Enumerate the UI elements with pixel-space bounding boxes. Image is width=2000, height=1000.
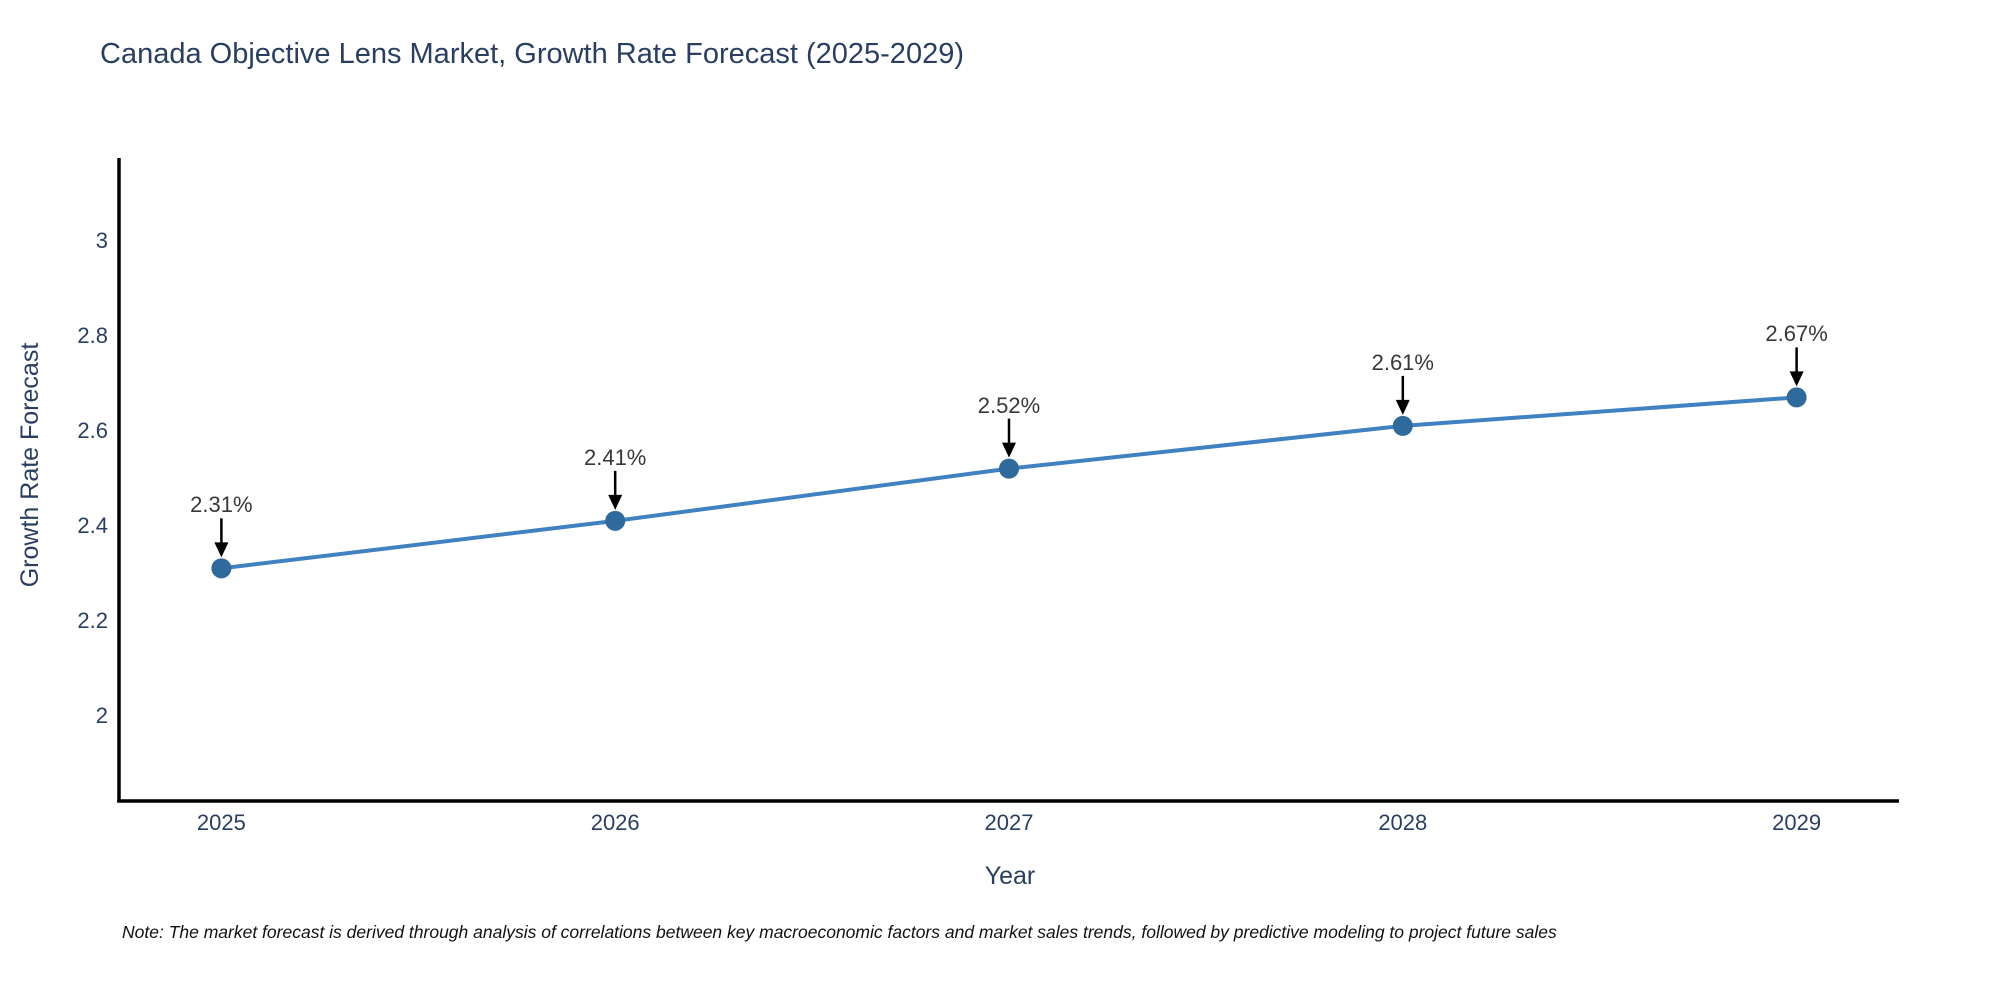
annotation-label: 2.61% [1371, 349, 1434, 375]
data-point-marker [605, 510, 626, 531]
y-tick-label: 2.8 [77, 322, 108, 348]
annotation-arrow-head [1789, 371, 1804, 387]
x-tick-label: 2029 [1772, 810, 1822, 835]
x-axis-title: Year [984, 862, 1036, 890]
y-tick-label: 2.4 [77, 512, 108, 538]
annotation-label: 2.52% [977, 392, 1041, 418]
chart-title: Canada Objective Lens Market, Growth Rat… [100, 38, 964, 70]
footnote-text: Note: The market forecast is derived thr… [122, 922, 1557, 942]
annotation-arrow-head [214, 542, 229, 558]
data-point-marker [1392, 415, 1413, 436]
x-tick-label: 2027 [984, 810, 1034, 835]
annotation-arrow-head [1002, 442, 1016, 458]
data-point-marker [999, 458, 1019, 479]
data-point-marker [1786, 387, 1807, 408]
x-tick-label: 2028 [1378, 810, 1428, 835]
annotation-label: 2.67% [1765, 321, 1828, 347]
annotation-arrow-head [608, 494, 623, 510]
y-tick-label: 2.2 [77, 607, 108, 633]
y-tick-label: 2.6 [77, 417, 108, 443]
annotation-label: 2.41% [583, 444, 647, 470]
annotation-arrow-head [1395, 399, 1410, 415]
annotation-label: 2.31% [190, 492, 253, 518]
x-tick-label: 2025 [196, 810, 246, 835]
y-tick-label: 3 [95, 227, 108, 253]
x-tick-label: 2026 [590, 810, 640, 835]
y-tick-label: 2 [95, 702, 108, 728]
data-point-marker [211, 558, 232, 579]
